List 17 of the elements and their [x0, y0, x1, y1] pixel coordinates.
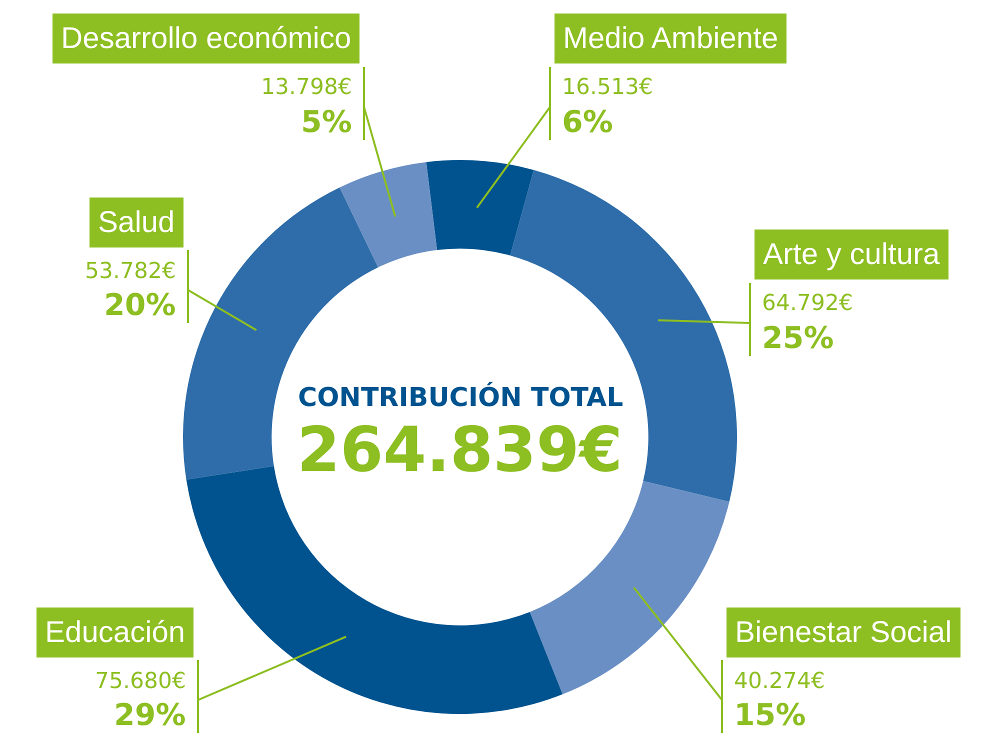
- data-label: 40.274€ 15%: [734, 669, 825, 733]
- data-label: 53.782€ 20%: [85, 259, 176, 323]
- text: 264.839€: [297, 413, 623, 486]
- slice-label: Bienestar Social: [735, 616, 952, 649]
- data-label: 64.792€ 25%: [762, 291, 853, 356]
- slice-label: Medio Ambiente: [563, 22, 778, 55]
- donut-slice: [530, 481, 730, 694]
- slice-label: Educación: [45, 616, 186, 649]
- slice-label: Desarrollo económico: [61, 22, 352, 55]
- slice-label: Arte y cultura: [763, 238, 940, 271]
- donut-slice: [340, 162, 438, 268]
- data-label: 75.680€ 29%: [95, 669, 186, 733]
- data-label: 16.513€ 6%: [562, 75, 653, 140]
- text: CONTRIBUCIÓN TOTAL: [298, 381, 624, 413]
- data-label: 13.798€ 5%: [261, 75, 352, 140]
- donut-slice: [426, 160, 534, 256]
- slice-label: Salud: [98, 206, 175, 239]
